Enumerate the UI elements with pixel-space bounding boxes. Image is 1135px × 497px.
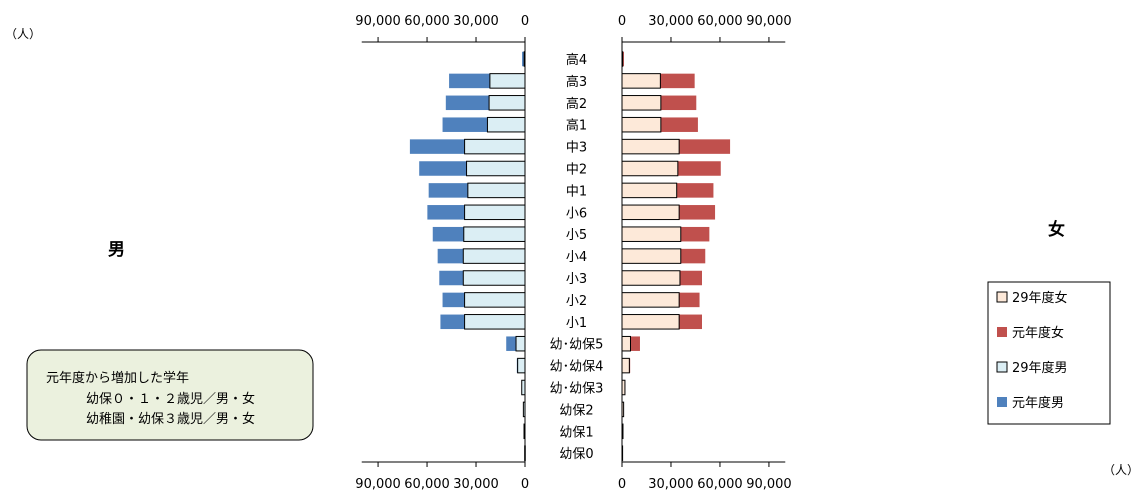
bar-male-29 <box>522 401 526 418</box>
bar-male-29 <box>488 95 526 111</box>
legend-swatch <box>996 361 1008 373</box>
category-label: 小2 <box>566 294 587 309</box>
category-label: 小5 <box>566 228 587 243</box>
category-label: 小6 <box>566 206 587 221</box>
bar-female-29 <box>621 292 680 308</box>
bar-male-29 <box>466 160 526 177</box>
female-tick-label-top: 60,000 <box>697 14 743 29</box>
bar-male-29 <box>464 292 526 308</box>
bars-layer <box>409 51 731 461</box>
unit-label-top: （人） <box>5 27 41 41</box>
bar-male-29 <box>464 204 526 221</box>
female-tick-label-top: 0 <box>618 14 626 29</box>
legend-label: 元年度女 <box>1012 325 1064 341</box>
category-label: 幼保2 <box>559 403 593 418</box>
bar-female-29 <box>621 379 626 396</box>
annotation-box: 元年度から増加した学年 幼保０・１・２歳児／男・女 幼稚園・幼保３歳児／男・女 <box>26 349 314 441</box>
male-tick-label-top: 60,000 <box>404 14 450 29</box>
bar-female-29 <box>621 95 662 111</box>
annotation-line-2: 幼稚園・幼保３歳児／男・女 <box>86 411 255 427</box>
legend-label: 29年度女 <box>1012 290 1068 306</box>
male-tick-label-bottom: 60,000 <box>404 477 450 492</box>
legend-label: 29年度男 <box>1012 360 1068 376</box>
bar-female-29 <box>621 116 662 133</box>
male-tick-label-bottom: 30,000 <box>453 477 499 492</box>
category-label: 高3 <box>566 74 587 90</box>
category-label: 中1 <box>566 184 587 199</box>
bar-female-29 <box>621 445 624 461</box>
bar-female-29 <box>621 182 678 199</box>
bar-female-29 <box>621 314 680 330</box>
bar-female-29 <box>621 204 680 221</box>
legend-box <box>987 281 1111 425</box>
category-label: 高4 <box>566 52 587 68</box>
male-tick-label-bottom: 90,000 <box>355 477 401 492</box>
bar-male-29 <box>486 116 526 133</box>
category-label: 小1 <box>566 316 587 331</box>
annotation-line-1: 幼保０・１・２歳児／男・女 <box>86 391 255 407</box>
female-tick-label-bottom: 0 <box>618 477 626 492</box>
bar-male-29 <box>517 357 526 374</box>
annotation-title: 元年度から増加した学年 <box>46 370 189 386</box>
female-tick-label-bottom: 60,000 <box>697 477 743 492</box>
bar-female-29 <box>621 138 680 155</box>
bar-female-29 <box>621 248 682 264</box>
bar-male-29 <box>489 73 526 89</box>
legend-label: 元年度男 <box>1012 395 1064 411</box>
male-tick-label-top: 0 <box>521 14 529 29</box>
bar-male-29 <box>464 314 526 330</box>
bar-male-29 <box>467 182 526 199</box>
bar-female-29 <box>621 51 624 67</box>
bar-female-29 <box>621 335 631 352</box>
bar-female-29 <box>621 423 624 440</box>
bar-male-29 <box>462 248 526 264</box>
male-tick-label-top: 30,000 <box>453 14 499 29</box>
bar-male-r1 <box>522 51 525 67</box>
bar-male-29 <box>523 423 526 440</box>
category-label: 幼･幼保5 <box>550 338 604 353</box>
bar-female-29 <box>621 270 681 286</box>
bar-female-29 <box>621 357 630 374</box>
unit-label-bottom: （人） <box>1103 463 1135 477</box>
labels-layer: 90,00090,00090,00090,00060,00060,00060,0… <box>5 14 1135 492</box>
legend-swatch <box>997 327 1007 337</box>
female-tick-label-top: 90,000 <box>746 14 792 29</box>
category-label: 幼･幼保3 <box>550 382 604 397</box>
category-label: 幼保0 <box>559 447 593 462</box>
female-tick-label-bottom: 90,000 <box>746 477 792 492</box>
male-tick-label-bottom: 0 <box>521 477 529 492</box>
bar-male-29 <box>524 445 526 461</box>
annotation-background <box>26 349 314 441</box>
category-label: 幼保1 <box>559 425 593 440</box>
bar-male-29 <box>464 138 526 155</box>
bar-male-29 <box>463 226 526 242</box>
category-label: 高2 <box>566 96 587 112</box>
bar-male-29 <box>521 379 526 396</box>
bar-female-29 <box>621 160 679 177</box>
category-label: 高1 <box>566 118 587 134</box>
legend-swatch <box>996 291 1008 303</box>
category-label: 中2 <box>566 163 587 178</box>
bar-male-29 <box>515 335 526 352</box>
bar-male-29 <box>462 270 526 286</box>
female-side-label: 女 <box>1048 219 1065 240</box>
male-side-label: 男 <box>108 240 125 260</box>
bar-male-29 <box>523 51 526 67</box>
female-tick-label-bottom: 30,000 <box>648 477 694 492</box>
category-label: 幼･幼保4 <box>550 360 604 375</box>
category-label: 中3 <box>566 141 587 156</box>
bar-female-29 <box>621 401 625 418</box>
female-tick-label-top: 30,000 <box>648 14 694 29</box>
legend-swatch <box>997 397 1007 407</box>
male-tick-label-top: 90,000 <box>355 14 401 29</box>
bar-female-29 <box>621 73 661 89</box>
category-label: 小3 <box>566 272 587 287</box>
bar-female-29 <box>621 226 682 242</box>
category-label: 小4 <box>566 250 587 265</box>
